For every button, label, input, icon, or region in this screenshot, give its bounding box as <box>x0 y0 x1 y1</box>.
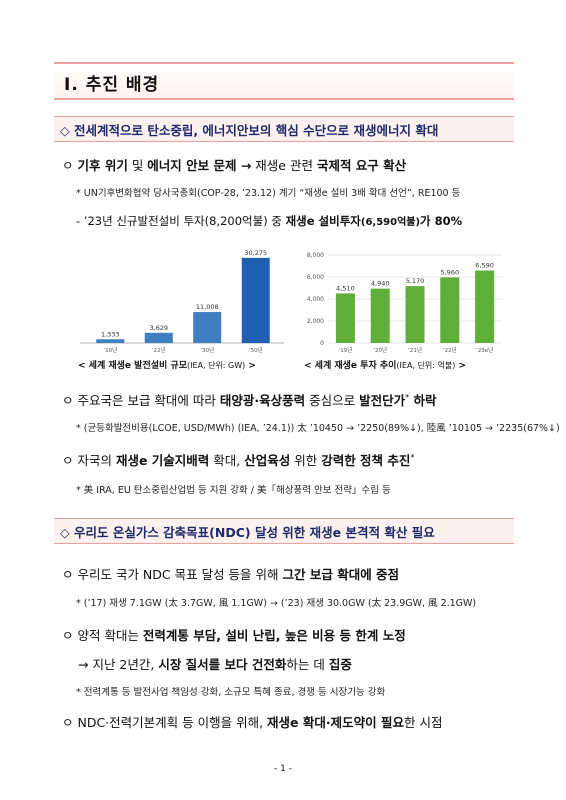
text-bold: 재생e 설비투자 <box>285 214 361 228</box>
x-tick-label: ’50년 <box>249 346 263 354</box>
text: - ’23년 신규발전설비 투자(8,200억불) 중 <box>76 214 286 228</box>
chart-2-background <box>296 245 506 357</box>
section-2-header-text: ◇ 우리도 온실가스 감축목표(NDC) 달성 위한 재생e 본격적 확산 필요 <box>60 525 435 540</box>
text-bold: 재생e 기술지배력 <box>115 453 210 468</box>
text: 한 시점 <box>403 715 443 730</box>
text: 확대, <box>209 453 245 468</box>
caption-end: > <box>245 361 256 371</box>
text: ㅇ 양적 확대는 <box>62 628 143 643</box>
data-label: 5,170 <box>406 277 425 285</box>
text-bold: 강력한 정책 추진 <box>321 453 411 468</box>
text: 및 <box>127 158 148 173</box>
caption-end: > <box>455 361 467 371</box>
text: ㅇ NDC·전력기본계획 등 이행을 위해, <box>62 715 268 730</box>
text: 하는 데 <box>286 657 329 672</box>
bar <box>335 293 355 343</box>
data-label: 6,590 <box>475 262 494 270</box>
y-tick-label: 8,000 <box>307 252 324 259</box>
text-bold: (6,590억불) <box>360 217 421 228</box>
s2-note-1: * (’17) 재생 7.1GW (太 3.7GW, 風 1.1GW) → (’… <box>76 598 477 609</box>
bar <box>405 286 425 343</box>
data-label: 1,333 <box>101 330 120 338</box>
caption-unit: (IEA, 단위: 억불) <box>396 361 456 370</box>
caption-unit: (IEA, 단위: GW) <box>186 361 246 370</box>
y-tick-label: 0 <box>320 340 324 347</box>
text: ㅇ 우리도 국가 NDC 목표 달성 등을 위해 <box>62 567 283 582</box>
s1-bullet-3: ㅇ 자국의 재생e 기술지배력 확대, 산업육성 위한 강력한 정책 추진* <box>62 450 414 469</box>
x-tick-label: ’22년 <box>152 346 166 354</box>
x-tick-label: ’10년 <box>103 346 117 354</box>
bar <box>144 332 173 343</box>
data-label: 30,275 <box>244 249 267 257</box>
chart-2-caption: < 세계 재생e 투자 추이(IEA, 단위: 억불) > <box>304 358 466 371</box>
text: → 지난 2년간, <box>78 657 159 672</box>
bar <box>440 277 460 343</box>
text-bold: 그간 보급 확대에 중점 <box>282 567 400 582</box>
bar <box>475 270 495 343</box>
text-bold: 하락 <box>409 393 437 408</box>
text-bold: 산업육성 <box>244 453 291 468</box>
caption-text: < 세계 재생e 발전설비 규모 <box>78 361 187 371</box>
text-bold: 태양광·육상풍력 <box>219 393 306 408</box>
chart-renewable-investment: 0 2,000 4,000 6,000 8,000 4,510 ’19년 4,940 ’20년… <box>296 245 506 357</box>
footnote-mark: * <box>405 392 410 402</box>
page-number: - 1 - <box>274 764 292 774</box>
x-tick-label: ’21년 <box>408 346 422 354</box>
s1-note-2: * (균등화발전비용(LCOE, USD/MWh) (IEA, ’24.1)) … <box>76 423 560 434</box>
data-label: 4,940 <box>371 280 390 288</box>
section-2-header: ◇ 우리도 온실가스 감축목표(NDC) 달성 위한 재생e 본격적 확산 필요 <box>54 518 514 544</box>
text-bold: 재생e 확대·제도약이 필요 <box>267 715 404 730</box>
bar <box>241 257 270 343</box>
text-bold: 가 80% <box>420 214 463 228</box>
data-label: 5,960 <box>440 268 459 276</box>
x-tick-label: ’22년 <box>443 346 457 354</box>
text-bold: 전력계통 부담, 설비 난립, 높은 비용 등 한계 노정 <box>142 628 406 643</box>
text-bold: 시장 질서를 보다 건전화 <box>158 657 287 672</box>
s2-bullet-1: ㅇ 우리도 국가 NDC 목표 달성 등을 위해 그간 보급 확대에 중점 <box>62 564 399 583</box>
s1-note-1: * UN기후변화협약 당사국총회(COP-28, ’23.12) 계기 “재생e… <box>76 188 461 199</box>
text: 위한 <box>290 453 322 468</box>
s1-sub-1: - ’23년 신규발전설비 투자(8,200억불) 중 재생e 설비투자(6,5… <box>76 213 462 229</box>
data-label: 11,008 <box>196 303 219 311</box>
x-tick-label: ’23e년 <box>476 346 493 354</box>
page-title: Ⅰ. 추진 배경 <box>64 75 160 95</box>
text-bold: 발전단가 <box>359 393 406 408</box>
text: 재생e 관련 <box>251 158 317 173</box>
chart-renewable-capacity: 1,333 ’10년 3,629 ’22년 11,008 ’30년 30,275 ’50년 <box>76 245 288 357</box>
data-label: 3,629 <box>149 324 168 332</box>
x-tick-label: ’30년 <box>200 346 214 354</box>
text: 중심으로 <box>305 393 360 408</box>
data-label: 4,510 <box>336 284 355 292</box>
x-tick-label: ’20년 <box>373 346 387 354</box>
y-tick-label: 6,000 <box>307 274 324 281</box>
y-tick-label: 4,000 <box>307 296 324 303</box>
text-bold: 에너지 안보 문제 → <box>147 158 252 173</box>
bullet-mark: ㅇ <box>62 158 78 173</box>
bar <box>193 312 222 343</box>
x-tick-label: ’19년 <box>338 346 352 354</box>
text-bold: 국제적 요구 확산 <box>316 158 407 173</box>
s1-bullet-1: ㅇ 기후 위기 및 에너지 안보 문제 → 재생e 관련 국제적 요구 확산 <box>62 155 406 174</box>
text: ㅇ 주요국은 보급 확대에 따라 <box>62 393 220 408</box>
bar <box>370 288 390 343</box>
s2-bullet-3: ㅇ NDC·전력기본계획 등 이행을 위해, 재생e 확대·제도약이 필요한 시… <box>62 712 442 731</box>
text-bold: 집중 <box>328 657 352 672</box>
section-1-header: ◇ 전세계적으로 탄소중립, 에너지안보의 핵심 수단으로 재생에너지 확대 <box>54 116 514 142</box>
caption-text: < 세계 재생e 투자 추이 <box>304 361 397 371</box>
text-bold: 기후 위기 <box>77 158 128 173</box>
s1-bullet-2: ㅇ 주요국은 보급 확대에 따라 태양광·육상풍력 중심으로 발전단가* 하락 <box>62 390 436 409</box>
s2-bullet-2: ㅇ 양적 확대는 전력계통 부담, 설비 난립, 높은 비용 등 한계 노정 <box>62 625 406 644</box>
text: ㅇ 자국의 <box>62 453 116 468</box>
chart-1-caption: < 세계 재생e 발전설비 규모(IEA, 단위: GW) > <box>78 358 256 371</box>
footnote-mark: * <box>410 452 415 462</box>
title-banner: Ⅰ. 추진 배경 <box>54 62 514 100</box>
y-tick-label: 2,000 <box>307 318 324 325</box>
s2-note-2: * 전력계통 등 발전사업 책임성 강화, 소규모 특혜 종료, 경쟁 등 시장… <box>76 687 386 698</box>
s2-sub-1: → 지난 2년간, 시장 질서를 보다 건전화하는 데 집중 <box>78 654 352 673</box>
s1-note-3: * 美 IRA, EU 탄소중립산업법 등 지원 강화 / 美「해상풍력 안보 … <box>76 485 391 496</box>
bar <box>96 339 125 343</box>
section-1-header-text: ◇ 전세계적으로 탄소중립, 에너지안보의 핵심 수단으로 재생에너지 확대 <box>60 123 439 138</box>
